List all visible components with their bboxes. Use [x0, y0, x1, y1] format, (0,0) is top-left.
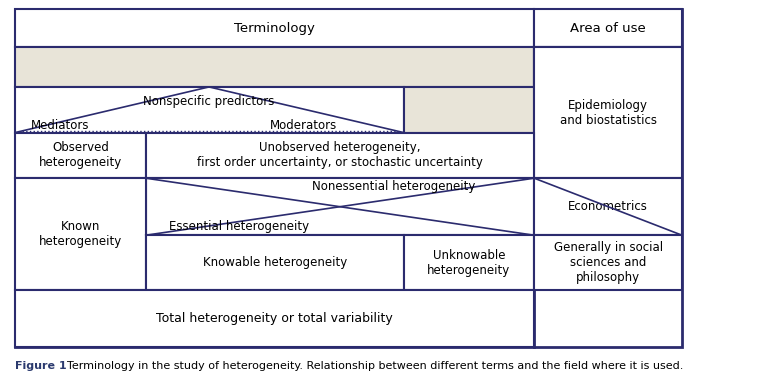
- Text: Known
heterogeneity: Known heterogeneity: [39, 220, 122, 248]
- FancyBboxPatch shape: [15, 178, 146, 290]
- FancyBboxPatch shape: [146, 133, 535, 178]
- FancyBboxPatch shape: [535, 235, 682, 290]
- Text: Terminology in the study of heterogeneity. Relationship between different terms : Terminology in the study of heterogeneit…: [67, 362, 683, 372]
- Text: Unknowable
heterogeneity: Unknowable heterogeneity: [427, 249, 511, 277]
- Text: Moderators: Moderators: [270, 119, 337, 132]
- Text: Econometrics: Econometrics: [568, 200, 648, 213]
- FancyBboxPatch shape: [535, 47, 682, 178]
- FancyBboxPatch shape: [146, 235, 403, 290]
- FancyBboxPatch shape: [15, 133, 146, 178]
- FancyBboxPatch shape: [403, 235, 535, 290]
- Text: Mediators: Mediators: [31, 119, 89, 132]
- Text: Epidemiology
and biostatistics: Epidemiology and biostatistics: [560, 98, 657, 127]
- Text: Observed
heterogeneity: Observed heterogeneity: [39, 141, 122, 169]
- FancyBboxPatch shape: [403, 87, 535, 133]
- FancyBboxPatch shape: [535, 47, 682, 87]
- Text: Nonessential heterogeneity: Nonessential heterogeneity: [312, 180, 475, 193]
- FancyBboxPatch shape: [15, 290, 535, 347]
- Text: Terminology: Terminology: [234, 21, 315, 34]
- FancyBboxPatch shape: [15, 47, 535, 87]
- Text: Figure 1: Figure 1: [15, 362, 67, 372]
- Text: Area of use: Area of use: [570, 21, 646, 34]
- FancyBboxPatch shape: [535, 178, 682, 235]
- FancyBboxPatch shape: [146, 178, 535, 235]
- Text: Generally in social
sciences and
philosophy: Generally in social sciences and philoso…: [554, 241, 663, 284]
- FancyBboxPatch shape: [535, 9, 682, 47]
- Text: Unobserved heterogeneity,
first order uncertainty, or stochastic uncertainty: Unobserved heterogeneity, first order un…: [197, 141, 483, 169]
- FancyBboxPatch shape: [15, 87, 403, 133]
- FancyBboxPatch shape: [535, 9, 682, 347]
- Text: Total heterogeneity or total variability: Total heterogeneity or total variability: [157, 313, 393, 326]
- FancyBboxPatch shape: [15, 9, 535, 47]
- Text: Essential heterogeneity: Essential heterogeneity: [168, 220, 309, 233]
- FancyBboxPatch shape: [15, 9, 535, 347]
- Text: Knowable heterogeneity: Knowable heterogeneity: [203, 256, 347, 269]
- Text: Nonspecific predictors: Nonspecific predictors: [144, 95, 275, 108]
